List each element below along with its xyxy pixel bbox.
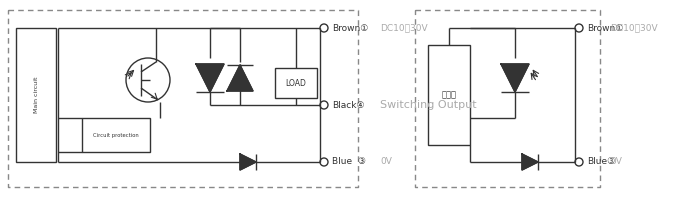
Text: Brown①: Brown① bbox=[587, 23, 624, 33]
Bar bbox=[428, 45, 470, 145]
Text: Blue  ③: Blue ③ bbox=[332, 157, 366, 166]
Text: Main circuit: Main circuit bbox=[34, 77, 38, 113]
Bar bbox=[16, 28, 56, 162]
Bar bbox=[82, 118, 150, 152]
Polygon shape bbox=[501, 64, 529, 92]
Text: LOAD: LOAD bbox=[286, 78, 307, 87]
Text: 主电路: 主电路 bbox=[442, 90, 456, 99]
Text: DC10～30V: DC10～30V bbox=[380, 23, 428, 33]
Polygon shape bbox=[227, 65, 253, 91]
Text: Blue③: Blue③ bbox=[587, 157, 615, 166]
Polygon shape bbox=[240, 154, 256, 170]
Polygon shape bbox=[196, 64, 224, 92]
Text: DC10～30V: DC10～30V bbox=[610, 23, 657, 33]
Text: Brown①: Brown① bbox=[332, 23, 368, 33]
Text: Switching Output: Switching Output bbox=[380, 100, 477, 110]
Polygon shape bbox=[522, 154, 538, 170]
Text: 0V: 0V bbox=[380, 157, 392, 166]
Text: Black④: Black④ bbox=[332, 100, 365, 110]
Text: Circuit protection: Circuit protection bbox=[93, 133, 139, 138]
Bar bbox=[275, 68, 317, 98]
Text: 0V: 0V bbox=[610, 157, 622, 166]
